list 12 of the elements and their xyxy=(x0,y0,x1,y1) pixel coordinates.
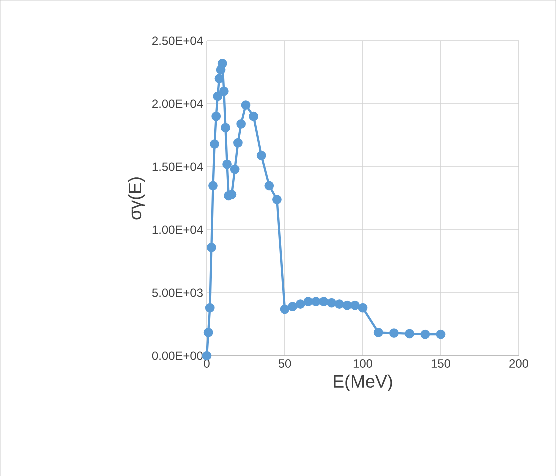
x-tick-label: 200 xyxy=(510,360,529,368)
y-tick-label: 2.50E+04 xyxy=(152,36,204,46)
y-tick-label: 2.00E+04 xyxy=(152,100,204,108)
y-tick-label: 1.00E+04 xyxy=(152,226,204,234)
y-tick-label: 5.00E+03 xyxy=(152,288,203,298)
y-tick-label: 0.00E+00 xyxy=(152,352,204,360)
x-tick-label: 100 xyxy=(354,360,373,368)
x-tick-label: 150 xyxy=(432,360,451,368)
y-axis-title: σγ(E) xyxy=(128,178,146,220)
x-axis-title: E(MeV) xyxy=(334,374,392,392)
y-tick-label: 1.50E+04 xyxy=(152,162,204,172)
x-tick-label: 50 xyxy=(278,360,292,368)
